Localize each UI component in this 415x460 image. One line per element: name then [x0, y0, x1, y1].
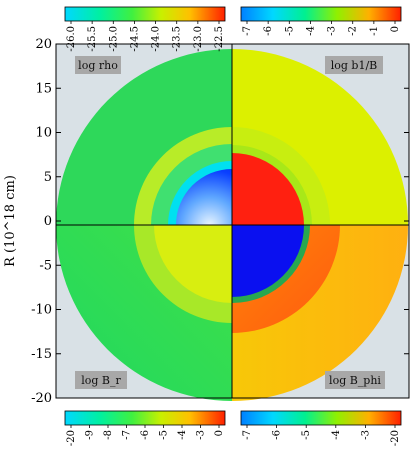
colorbar-gradient — [64, 6, 226, 22]
colorbar-tick-label: -6 — [140, 430, 151, 440]
colorbar-tick-label: -22.5 — [214, 26, 225, 52]
colorbar-tick-label: -3 — [327, 26, 338, 36]
colorbar-gradient — [240, 410, 402, 426]
colorbar-tick-label: -26.0 — [66, 26, 77, 52]
quadrant-log-rho — [56, 49, 232, 225]
colorbar-tick-label: -5 — [284, 26, 295, 36]
y-tick-label: -10 — [31, 303, 52, 318]
colorbar-tick-label: -8 — [103, 430, 114, 440]
colorbar-tick-label: -2 — [348, 26, 359, 36]
colorbar-tick-label: -1 — [369, 26, 380, 36]
colorbar-tick-label: -3 — [196, 430, 207, 440]
colorbar: -7 -6 -5 -4 -3 -2 -1 0 — [240, 6, 402, 36]
panel-label: log rho — [78, 59, 118, 72]
y-tick-label: -15 — [31, 347, 52, 362]
colorbar-tick-label: 0 — [214, 430, 225, 436]
y-tick-label: -5 — [39, 258, 52, 273]
colorbar-tick-label: -5 — [301, 430, 312, 440]
colorbar-tick-label: 0 — [390, 26, 401, 32]
y-tick-label: -20 — [31, 391, 52, 406]
quadrant-log-B-phi — [232, 225, 408, 401]
colorbar-tick-label: -4 — [305, 26, 316, 36]
colorbar-gradient — [240, 6, 402, 22]
colorbar-tick-label: -20 — [390, 430, 401, 446]
colorbar-tick-label: -9 — [85, 430, 96, 440]
colorbar-tick-label: -7 — [242, 26, 253, 36]
colorbar-tick-label: -25.5 — [87, 26, 98, 52]
y-tick-label: 5 — [44, 170, 52, 185]
panel-label: log B_r — [81, 374, 121, 387]
panel-label-box — [325, 371, 385, 389]
panel-label-box — [75, 371, 127, 389]
y-tick-label: 0 — [44, 214, 52, 229]
colorbar-tick-label: -20 — [66, 430, 77, 446]
panel-labels: log rho log b1/B log B_r log B_phi — [75, 56, 385, 389]
colorbar-gradient — [64, 410, 226, 426]
colorbar-tick-label: -7 — [122, 430, 133, 440]
y-axis: 20 15 10 5 0 -5 -10 -15 -20 — [31, 37, 409, 406]
colorbar-tick-label: -24.0 — [151, 26, 162, 52]
panel-label: log b1/B — [331, 59, 378, 72]
y-tick-label: 20 — [35, 37, 52, 52]
colorbar-tick-label: -7 — [242, 430, 253, 440]
colorbar-tick-label: -6 — [263, 26, 274, 36]
colorbar-tick-label: -4 — [331, 430, 342, 440]
panel-label: log B_phi — [329, 374, 381, 387]
colorbar: -7 -6 -5 -4 -3 -20 — [240, 410, 402, 446]
colorbar-tick-label: -6 — [272, 430, 283, 440]
colorbar-tick-label: -3 — [360, 430, 371, 440]
y-axis-label: R (10^18 cm) — [3, 175, 18, 267]
colorbars: -26.0 -25.5 -25.0 -24.5 -24.0 -23.5 -23.0 -22.5… — [64, 6, 402, 446]
quadrant-log-B-r — [56, 225, 232, 401]
colorbar-tick-label: -24.5 — [129, 26, 140, 52]
colorbar-tick-label: -23.5 — [172, 26, 183, 52]
colorbar: -26.0 -25.5 -25.0 -24.5 -24.0 -23.5 -23.0 -22.5 — [64, 6, 226, 52]
colorbar-tick-label: -25.0 — [108, 26, 119, 52]
quadrant-log-b1-B — [232, 49, 408, 225]
colorbar-tick-label: -4 — [177, 430, 188, 440]
colorbar: -20 -9 -8 -7 -6 -5 -4 -3 0 — [64, 410, 226, 446]
panel-label-box — [325, 56, 383, 74]
colorbar-tick-label: -5 — [159, 430, 170, 440]
y-tick-label: 15 — [35, 81, 52, 96]
colorbar-tick-label: -23.0 — [193, 26, 204, 52]
panel-label-box — [75, 56, 121, 74]
y-tick-label: 10 — [35, 126, 52, 141]
